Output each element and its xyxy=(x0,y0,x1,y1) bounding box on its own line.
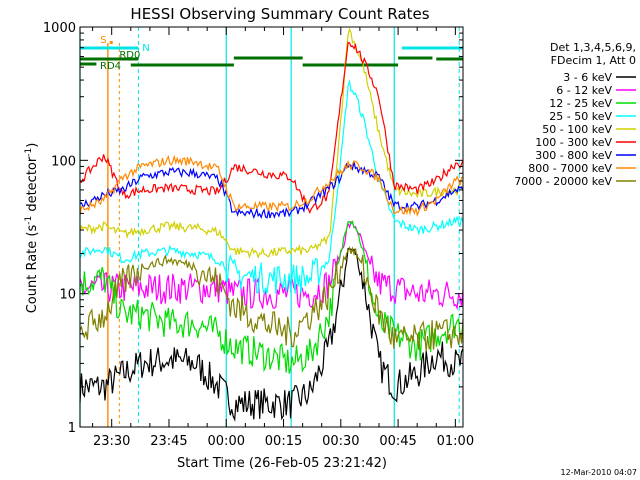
series-line-6 xyxy=(79,162,464,220)
legend-label-4: 50 - 100 keV xyxy=(542,123,612,136)
series-line-1 xyxy=(79,220,464,311)
x-tick-label-3: 00:15 xyxy=(265,434,302,449)
x-tick-label-6: 01:00 xyxy=(437,434,474,449)
legend-label-7: 800 - 7000 keV xyxy=(528,162,612,175)
series-line-7 xyxy=(79,154,464,218)
plot-frame xyxy=(79,26,464,428)
x-tick-label-5: 00:45 xyxy=(379,434,416,449)
y-tick-label-0: 1 xyxy=(68,421,76,436)
series-line-0 xyxy=(79,247,464,422)
x-tick-label-1: 23:45 xyxy=(150,434,187,449)
flag-label-3: RD4 xyxy=(100,61,121,72)
axis-ticks: 1 10 100 1000 23:30 23:45 00:00 00:15 00:30 00:45… xyxy=(43,21,474,449)
y-tick-label-3: 1000 xyxy=(43,21,76,36)
legend-label-2: 12 - 25 keV xyxy=(549,97,612,110)
y-tick-label-2: 100 xyxy=(51,154,76,169)
saa-marker xyxy=(109,41,113,44)
chart-title: HESSI Observing Summary Count Rates xyxy=(130,5,429,23)
x-tick-label-2: 00:00 xyxy=(208,434,245,449)
legend-label-5: 100 - 300 keV xyxy=(535,136,612,149)
flag-label-1: N xyxy=(142,43,149,54)
x-axis-label: Start Time (26-Feb-05 23:21:42) xyxy=(177,456,387,471)
x-tick-label-4: 00:30 xyxy=(322,434,359,449)
legend-label-0: 3 - 6 keV xyxy=(563,71,612,84)
legend: Det 1,3,4,5,6,9, FDecim 1, Att 0 3 - 6 k… xyxy=(514,41,636,188)
series-line-2 xyxy=(79,220,464,374)
legend-label-6: 300 - 800 keV xyxy=(535,149,612,162)
x-tick-label-0: 23:30 xyxy=(93,434,130,449)
legend-header-line1: Det 1,3,4,5,6,9, xyxy=(550,41,636,54)
legend-label-1: 6 - 12 keV xyxy=(556,84,612,97)
series-layer xyxy=(79,27,464,422)
flag-label-0: S xyxy=(100,35,106,46)
legend-label-3: 25 - 50 keV xyxy=(549,110,612,123)
timestamp: 12-Mar-2010 04:07 xyxy=(561,468,638,477)
series-line-3 xyxy=(79,79,464,295)
flag-label-2: RD0 xyxy=(119,50,140,61)
y-axis-label: Count Rate (s-1 detector-1) xyxy=(24,143,40,314)
legend-label-8: 7000 - 20000 keV xyxy=(514,175,612,188)
plot-border xyxy=(79,26,464,428)
series-line-8 xyxy=(79,246,464,352)
legend-header-line2: FDecim 1, Att 0 xyxy=(551,54,636,67)
series-line-5 xyxy=(79,41,464,215)
series-line-4 xyxy=(79,27,464,259)
y-tick-label-1: 10 xyxy=(59,288,76,303)
